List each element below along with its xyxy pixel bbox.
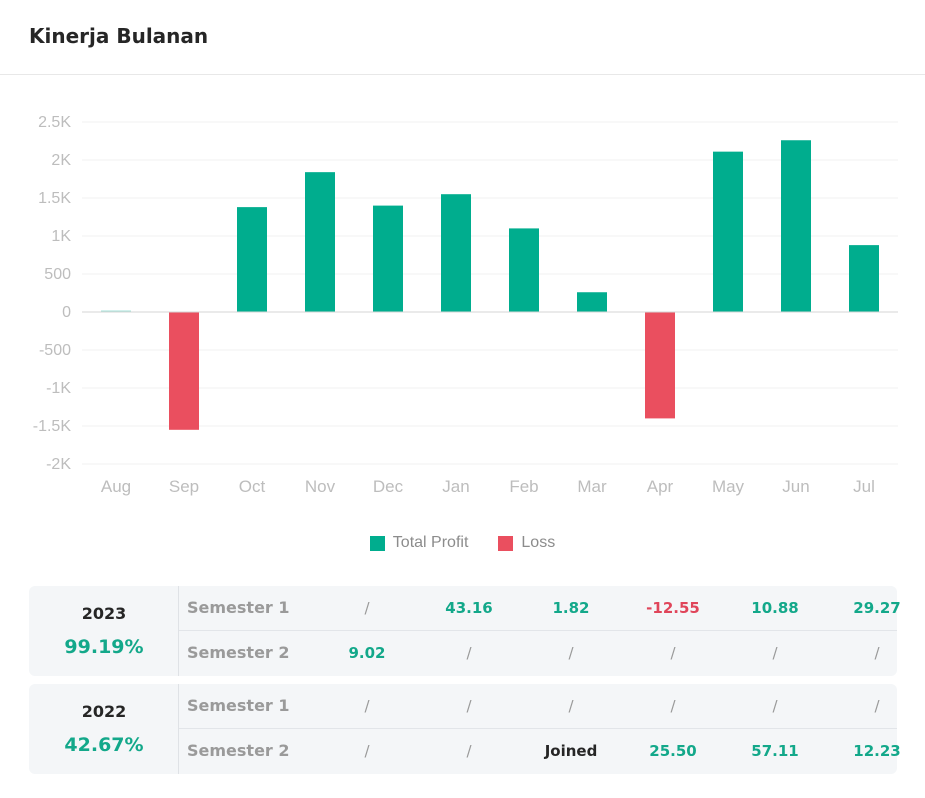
y-tick-label: 500 [44,266,71,283]
monthly-performance-chart: 2.5K 2K 1.5K 1K 500 0 -500 -1K -1.5K -2K Aug Sep Oct… [33,114,898,496]
legend-item-total-profit[interactable]: Total Profit [369,534,469,552]
x-tick-label: Nov [305,477,336,496]
y-tick-label: -2K [46,456,71,473]
card-header: Kinerja Bulanan [0,0,925,75]
y-tick-label: -500 [39,342,71,359]
year-block-2022: 2022 42.67% Semester 1 / / / / / / Semester 2 / / Jo… [29,684,901,774]
table-cell: 10.88 [751,599,799,617]
year-summary: 2023 99.19% [29,586,179,676]
bar-mar [577,292,607,312]
table-cell: / [466,697,472,715]
table-cell: / [466,644,472,662]
table-cell: / [568,644,574,662]
x-tick-label: Aug [101,477,131,496]
year-block-2023: 2023 99.19% Semester 1 / 43.16 1.82 -12.55 10.8… [29,586,901,676]
x-tick-label: Mar [577,477,607,496]
bar-may [713,151,743,312]
semester-label: Semester 1 [187,696,290,715]
table-cell: 9.02 [348,644,386,662]
bar-dec [373,205,403,312]
legend-swatch-total-profit [369,535,385,551]
year-summary: 2022 42.67% [29,684,179,774]
table-row: Semester 1 / 43.16 1.82 -12.55 10.88 29.27 [179,586,901,631]
table-cell: 29.27 [853,599,901,617]
table-cell: 25.50 [649,742,697,760]
table-cell: 12.23 [853,742,901,760]
chart-legend: Total Profit Loss [0,534,925,552]
x-tick-label: Oct [239,477,266,496]
legend-label-loss: Loss [521,534,556,551]
table-cell: -12.55 [646,599,700,617]
bar-sep [169,312,199,430]
table-cell: 43.16 [445,599,493,617]
bar-feb [509,228,539,312]
y-tick-label: 1.5K [38,190,71,207]
legend-swatch-loss [498,535,514,551]
table-cell: / [874,644,880,662]
legend-label-total-profit: Total Profit [392,534,469,551]
bar-apr [645,312,675,419]
bar-jan [441,194,471,312]
y-tick-label: 2.5K [38,114,71,131]
table-row: Semester 1 / / / / / / [179,684,897,729]
table-cell: / [466,742,472,760]
legend-item-loss[interactable]: Loss [498,534,555,552]
x-tick-label: Dec [373,477,404,496]
semester-label: Semester 2 [187,643,290,662]
x-tick-label: May [712,477,745,496]
y-tick-label: 2K [51,152,71,169]
page-title: Kinerja Bulanan [29,24,209,48]
table-cell: / [772,697,778,715]
table-cell: / [670,644,676,662]
table-cell: 57.11 [751,742,799,760]
x-tick-label: Sep [169,477,199,496]
x-tick-label: Jul [853,477,875,496]
year-label: 2023 [81,604,127,623]
x-tick-label: Jun [782,477,809,496]
y-tick-label: 0 [62,304,71,321]
table-row: Semester 2 9.02 / / / / / [179,631,897,676]
bar-aug [101,310,131,312]
year-label: 2022 [81,702,127,721]
y-tick-label: -1.5K [33,418,72,435]
table-cell: / [772,644,778,662]
semester-label: Semester 2 [187,741,290,760]
y-tick-label: -1K [46,380,71,397]
y-tick-label: 1K [51,228,71,245]
bar-nov [305,172,335,312]
table-cell: / [874,697,880,715]
bar-jul [849,245,879,312]
x-tick-label: Apr [647,477,674,496]
table-cell: / [568,697,574,715]
bar-oct [237,207,267,312]
x-tick-label: Jan [442,477,469,496]
table-cell: Joined [544,742,598,760]
semester-label: Semester 1 [187,598,290,617]
table-cell: 1.82 [552,599,590,617]
table-cell: / [670,697,676,715]
table-cell: / [364,697,370,715]
x-tick-label: Feb [509,477,538,496]
bar-jun [781,140,811,312]
year-total-percent: 42.67% [64,734,144,756]
year-total-percent: 99.19% [64,636,144,658]
table-cell: / [364,742,370,760]
table-row: Semester 2 / / Joined 25.50 57.11 12.23 [179,729,901,774]
table-cell: / [364,599,370,617]
